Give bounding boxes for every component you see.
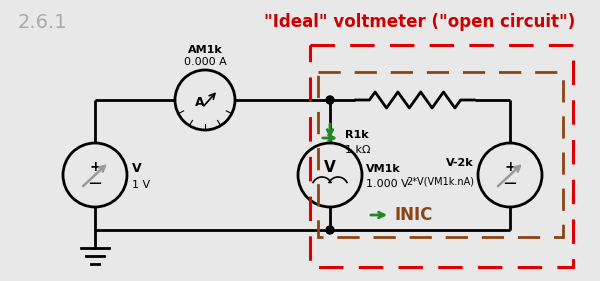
Text: V-2k: V-2k: [446, 158, 474, 168]
Text: 0.000 A: 0.000 A: [184, 57, 226, 67]
Text: 1 kΩ: 1 kΩ: [345, 145, 371, 155]
Text: −: −: [502, 175, 518, 193]
Text: "Ideal" voltmeter ("open circuit"): "Ideal" voltmeter ("open circuit"): [265, 13, 575, 31]
Text: INIC: INIC: [395, 206, 433, 224]
Text: 1 V: 1 V: [132, 180, 150, 190]
Text: 1.000 V: 1.000 V: [366, 179, 409, 189]
Text: V: V: [324, 160, 336, 175]
Text: 2*V(VM1k.nA): 2*V(VM1k.nA): [406, 176, 474, 186]
Circle shape: [326, 96, 334, 104]
Text: 2.6.1: 2.6.1: [18, 12, 68, 31]
Text: AM1k: AM1k: [188, 45, 223, 55]
Circle shape: [326, 226, 334, 234]
Text: −: −: [88, 175, 103, 193]
Text: +: +: [504, 160, 516, 174]
Text: A: A: [195, 96, 205, 108]
Text: +: +: [89, 160, 101, 174]
Text: R1k: R1k: [345, 130, 368, 140]
Text: V: V: [132, 162, 142, 176]
Text: VM1k: VM1k: [366, 164, 401, 174]
